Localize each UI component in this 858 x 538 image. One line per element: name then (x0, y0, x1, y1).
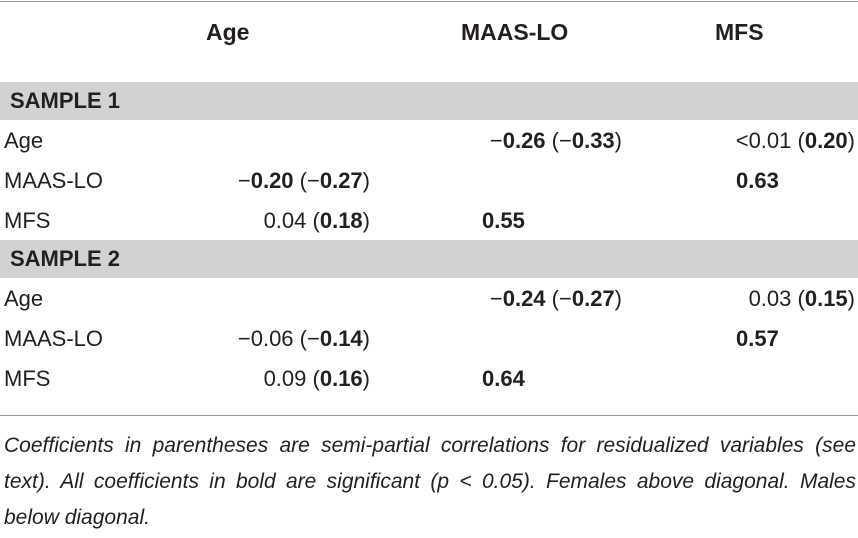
table-row: MFS 0.09 (0.16) 0.64 (0, 359, 858, 399)
table-row: Age −0.24 (−0.27) 0.03 (0.15) (0, 279, 858, 319)
table-row: MFS 0.04 (0.18) 0.55 (0, 201, 858, 241)
cell-mfs: 0.63 (736, 168, 779, 193)
cell-maas-lo: −0.24 (−0.27) (489, 286, 622, 311)
column-header-maas-lo: MAAS-LO (461, 19, 569, 45)
table-row: MAAS-LO −0.20 (−0.27) 0.63 (0, 161, 858, 201)
row-label: MAAS-LO (4, 326, 104, 351)
section-title: SAMPLE 1 (10, 88, 121, 113)
row-label: MAAS-LO (4, 168, 104, 193)
table-footnote: Coefficients in parentheses are semi-par… (4, 434, 856, 529)
cell-age: −0.20 (−0.27) (237, 168, 370, 193)
cell-age: 0.04 (0.18) (263, 208, 370, 233)
section-title: SAMPLE 2 (10, 246, 121, 271)
section-band-sample-1: SAMPLE 1 (0, 82, 858, 120)
column-header-mfs: MFS (715, 19, 764, 45)
section-band-sample-2: SAMPLE 2 (0, 240, 858, 278)
table-row: MAAS-LO −0.06 (−0.14) 0.57 (0, 319, 858, 359)
row-label: Age (4, 286, 44, 311)
cell-age: −0.06 (−0.14) (237, 326, 370, 351)
row-label: MFS (4, 208, 51, 233)
table-row: Age −0.26 (−0.33) <0.01 (0.20) (0, 121, 858, 161)
cell-mfs: 0.03 (0.15) (748, 286, 855, 311)
table-top-rule (0, 1, 858, 2)
cell-age: 0.09 (0.16) (263, 366, 370, 391)
cell-maas-lo: 0.64 (482, 366, 525, 391)
cell-maas-lo: −0.26 (−0.33) (489, 128, 622, 153)
cell-maas-lo: 0.55 (482, 208, 525, 233)
column-header-age: Age (206, 19, 250, 45)
cell-mfs: 0.57 (736, 326, 779, 351)
row-label: MFS (4, 366, 51, 391)
cell-mfs: <0.01 (0.20) (735, 128, 855, 153)
table-bottom-rule (0, 415, 858, 416)
row-label: Age (4, 128, 44, 153)
